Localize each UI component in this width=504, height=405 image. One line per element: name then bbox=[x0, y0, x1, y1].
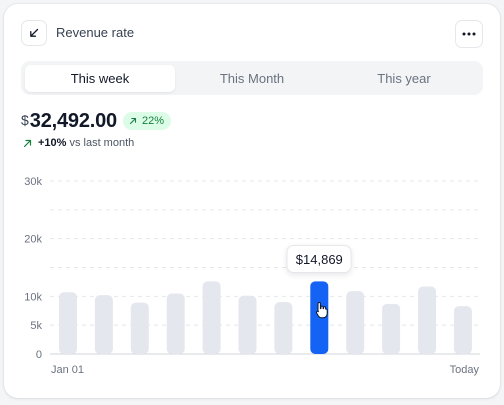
trend-up-icon bbox=[23, 139, 32, 147]
more-horizontal-icon bbox=[462, 32, 476, 36]
bar[interactable] bbox=[59, 292, 77, 354]
bar[interactable] bbox=[166, 293, 185, 354]
amount-value: 32,492.00 bbox=[29, 110, 117, 132]
bar[interactable] bbox=[202, 281, 221, 354]
growth-badge: 22% bbox=[123, 112, 172, 130]
bar[interactable] bbox=[94, 295, 113, 354]
revenue-bar-chart: 0 5k 10k 20k 30k Jan 01 Today bbox=[24, 176, 480, 376]
bar[interactable] bbox=[130, 302, 149, 354]
x-tick-label-start: Jan 01 bbox=[51, 364, 84, 376]
y-tick-label: 0 bbox=[36, 349, 42, 361]
bar[interactable] bbox=[382, 303, 401, 354]
delta-line: +10% vs last month bbox=[23, 137, 134, 149]
y-tick-label: 30k bbox=[24, 176, 42, 188]
bar[interactable] bbox=[238, 295, 257, 354]
bar[interactable] bbox=[418, 286, 436, 354]
y-tick-label: 5k bbox=[30, 320, 42, 332]
tab-this-month[interactable]: This Month bbox=[219, 71, 285, 86]
tab-this-year[interactable]: This year bbox=[377, 71, 431, 86]
tab-this-week[interactable]: This week bbox=[25, 65, 175, 92]
bar-tooltip: $14,869 bbox=[286, 245, 352, 274]
arrow-down-left-icon bbox=[30, 28, 39, 37]
more-options-button[interactable] bbox=[455, 20, 483, 48]
x-tick-label-end: Today bbox=[450, 364, 480, 376]
delta-value: +10% bbox=[38, 137, 67, 149]
revenue-amount: $ 32,492.00 bbox=[21, 110, 117, 133]
y-tick-label: 20k bbox=[24, 234, 42, 246]
bar[interactable] bbox=[274, 302, 293, 354]
growth-badge-value: 22% bbox=[142, 115, 165, 127]
delta-suffix: vs last month bbox=[69, 137, 135, 149]
card-title: Revenue rate bbox=[56, 25, 135, 40]
arrow-up-right-icon bbox=[129, 117, 137, 125]
hand-pointer-icon bbox=[316, 302, 328, 319]
bar[interactable] bbox=[453, 306, 472, 354]
y-tick-label: 10k bbox=[24, 291, 42, 303]
bar[interactable] bbox=[346, 291, 365, 354]
collapse-button[interactable] bbox=[21, 20, 47, 46]
revenue-card: Revenue rate This week This Month This y… bbox=[4, 4, 500, 398]
period-tabs: This week This Month This year bbox=[21, 61, 483, 95]
currency-symbol: $ bbox=[21, 112, 29, 128]
